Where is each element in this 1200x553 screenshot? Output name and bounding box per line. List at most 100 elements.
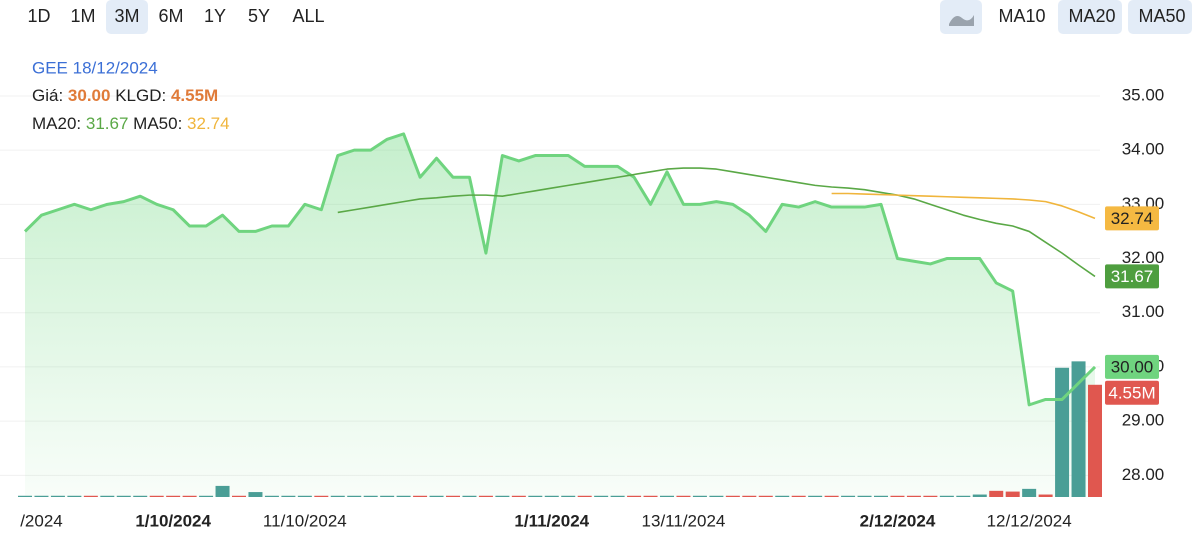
ma50-label: MA50: <box>133 114 182 133</box>
range-button[interactable]: 3M <box>114 6 139 26</box>
ma20-value: 31.67 <box>86 114 129 133</box>
ma20-tag: 31.67 <box>1111 267 1154 286</box>
volume-bar <box>182 495 197 497</box>
volume-bar <box>429 495 444 497</box>
range-button[interactable]: 1D <box>27 6 50 26</box>
indicator-button[interactable]: MA10 <box>998 6 1045 26</box>
volume-bar <box>1055 367 1070 497</box>
volume-bar <box>725 495 740 497</box>
volume-bar <box>495 495 510 497</box>
volume-bar <box>956 495 971 497</box>
volume-bar <box>248 492 263 497</box>
volume-bar <box>742 495 757 497</box>
volume-bar <box>627 495 642 497</box>
range-button[interactable]: 6M <box>158 6 183 26</box>
volume-bar <box>1005 491 1020 497</box>
volume-bar <box>923 495 938 497</box>
volume-bar <box>380 495 395 497</box>
indicator-button[interactable]: MA20 <box>1068 6 1115 26</box>
volume-bar <box>413 495 428 497</box>
volume-bar <box>166 495 181 497</box>
volume-bar <box>643 495 658 497</box>
volume-bar <box>347 495 362 497</box>
volume-bar <box>709 495 724 497</box>
range-button[interactable]: 1Y <box>204 6 226 26</box>
x-tick-label: 1/10/2024 <box>135 511 211 530</box>
volume-bar <box>758 495 773 497</box>
x-tick-label: 11/10/2024 <box>263 511 347 530</box>
volume-bar <box>281 495 296 497</box>
y-tick-label: 32.00 <box>1122 248 1165 267</box>
x-tick-label: 1/11/2024 <box>514 511 589 530</box>
range-button[interactable]: ALL <box>292 6 324 26</box>
volume-bar <box>939 495 954 497</box>
volume-bar <box>972 494 987 497</box>
ma50-tag-bg <box>1105 206 1159 231</box>
volume-bar <box>215 485 230 497</box>
volume-bar <box>67 495 82 497</box>
volume-bar <box>330 495 345 497</box>
volume-bar <box>511 495 526 497</box>
info-ma-row: MA20: 31.67 MA50: 32.74 <box>32 114 230 133</box>
x-tick-label: 2/12/2024 <box>860 511 936 530</box>
price-label: Giá: <box>32 86 63 105</box>
volume-bar <box>660 495 674 497</box>
range-button[interactable]: 1M <box>70 6 95 26</box>
price-line <box>23 132 1097 407</box>
volume-bar <box>791 495 806 497</box>
volume-bar <box>18 495 32 497</box>
volume-bar <box>808 495 823 497</box>
volume-bar <box>83 495 98 497</box>
ma50-value: 32.74 <box>187 114 230 133</box>
volume-bar <box>824 495 839 497</box>
volume-bar <box>478 495 493 497</box>
info-price-row: Giá: 30.00 KLGD: 4.55M <box>32 86 218 105</box>
volume-bar <box>890 495 905 497</box>
volume-bar <box>1071 361 1086 497</box>
volume-bar <box>594 495 609 497</box>
y-tick-label: 29.00 <box>1122 411 1165 430</box>
volume-bar <box>577 495 592 497</box>
range-button[interactable]: 5Y <box>248 6 270 26</box>
volume-bar <box>676 495 691 497</box>
indicator-button-bg <box>1058 0 1122 34</box>
volume-bar <box>232 495 246 497</box>
volume-bar <box>1088 384 1102 497</box>
price-area <box>25 133 1095 498</box>
x-tick-label: 12/12/2024 <box>987 511 1072 530</box>
volume-bar <box>133 495 148 497</box>
volume-bar <box>775 495 790 497</box>
ma20-tag-bg <box>1105 264 1159 289</box>
volume-bar <box>610 495 625 497</box>
ma-line <box>831 192 1096 220</box>
ma50-tag: 32.74 <box>1111 209 1154 228</box>
volume-tag-bg <box>1105 380 1159 405</box>
x-tick-label: 13/11/2024 <box>642 511 726 530</box>
volume-label: KLGD: <box>115 86 166 105</box>
chart-style-button[interactable] <box>940 0 982 34</box>
volume-bar <box>561 495 576 497</box>
volume-bar <box>199 495 214 497</box>
ma-line <box>337 167 1096 278</box>
indicator-button[interactable]: MA50 <box>1138 6 1185 26</box>
volume-bar <box>1038 494 1053 497</box>
volume-bar <box>363 495 378 497</box>
volume-bar <box>50 495 65 497</box>
volume-bar <box>264 495 279 497</box>
volume-bar <box>1022 488 1037 497</box>
volume-bar <box>116 495 131 497</box>
info-title: GEE 18/12/2024 <box>32 58 158 77</box>
y-tick-label: 34.00 <box>1122 140 1165 159</box>
volume-bar <box>34 495 49 497</box>
volume-bar <box>297 495 312 497</box>
volume-bar <box>149 495 164 497</box>
price-value: 30.00 <box>68 86 111 105</box>
volume-bar <box>396 495 411 497</box>
price-tag: 30.00 <box>1111 357 1154 376</box>
volume-bar <box>100 495 115 497</box>
chart-style-icon <box>949 15 974 26</box>
volume-bar <box>544 495 559 497</box>
volume-bar <box>462 495 477 497</box>
